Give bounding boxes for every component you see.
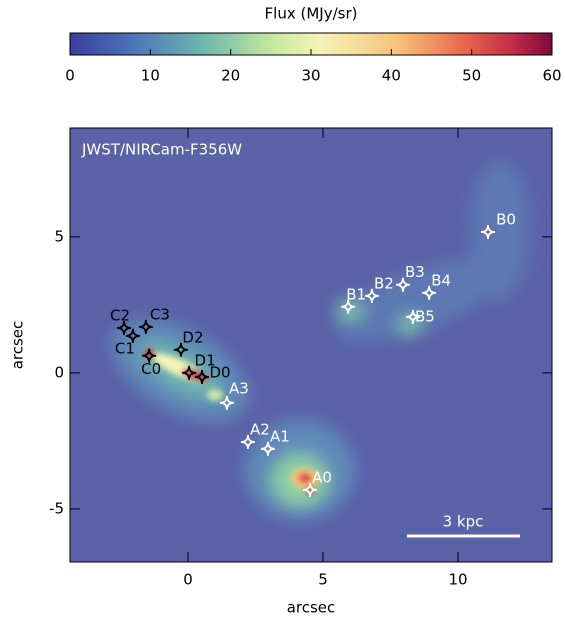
x-tick-label: 10 <box>448 571 467 589</box>
source-label: B4 <box>431 271 451 289</box>
y-tick-label: -5 <box>49 499 64 517</box>
source-marker <box>138 319 153 334</box>
source-label: B2 <box>374 274 394 292</box>
colorbar-tick-label: 20 <box>221 67 240 85</box>
colorbar-tick-label: 0 <box>65 67 75 85</box>
source-label: B5 <box>415 307 435 325</box>
colorbar-tick-label: 60 <box>542 67 561 85</box>
source-label: D2 <box>182 328 203 346</box>
source-marker <box>260 441 275 456</box>
source-label: D0 <box>209 363 230 381</box>
source-label: B1 <box>346 285 366 303</box>
x-tick-label: 5 <box>318 571 328 589</box>
colorbar-tick-label: 40 <box>382 67 401 85</box>
source-label: D1 <box>195 351 216 369</box>
y-tick-label: 5 <box>54 227 64 245</box>
source-label: C3 <box>150 305 170 323</box>
source-label: C2 <box>110 306 130 324</box>
source-label: C1 <box>115 339 135 357</box>
image-title: JWST/NIRCam-F356W <box>81 141 242 159</box>
source-label: B0 <box>496 210 516 228</box>
source-label: A1 <box>270 427 290 445</box>
colorbar-label: Flux (MJy/sr) <box>265 5 358 23</box>
flux-image <box>70 128 552 562</box>
source-label: A2 <box>250 421 270 439</box>
source-label: B3 <box>405 263 425 281</box>
source-label: A0 <box>312 468 332 486</box>
source-marker <box>219 395 234 410</box>
colorbar-tick-label: 30 <box>301 67 320 85</box>
y-tick-label: 0 <box>54 363 64 381</box>
colorbar-tick-label: 10 <box>141 67 160 85</box>
y-axis-label: arcsec <box>9 321 27 370</box>
source-label: A3 <box>229 379 249 397</box>
plot-frame <box>69 127 553 563</box>
scale-bar-label: 3 kpc <box>443 513 484 531</box>
colorbar-tick-label: 50 <box>462 67 481 85</box>
x-axis-label: arcsec <box>287 599 336 617</box>
source-label: C0 <box>141 360 161 378</box>
source-marker <box>303 482 318 497</box>
source-marker <box>480 224 496 239</box>
source-marker <box>182 365 197 380</box>
x-tick-label: 0 <box>183 571 193 589</box>
